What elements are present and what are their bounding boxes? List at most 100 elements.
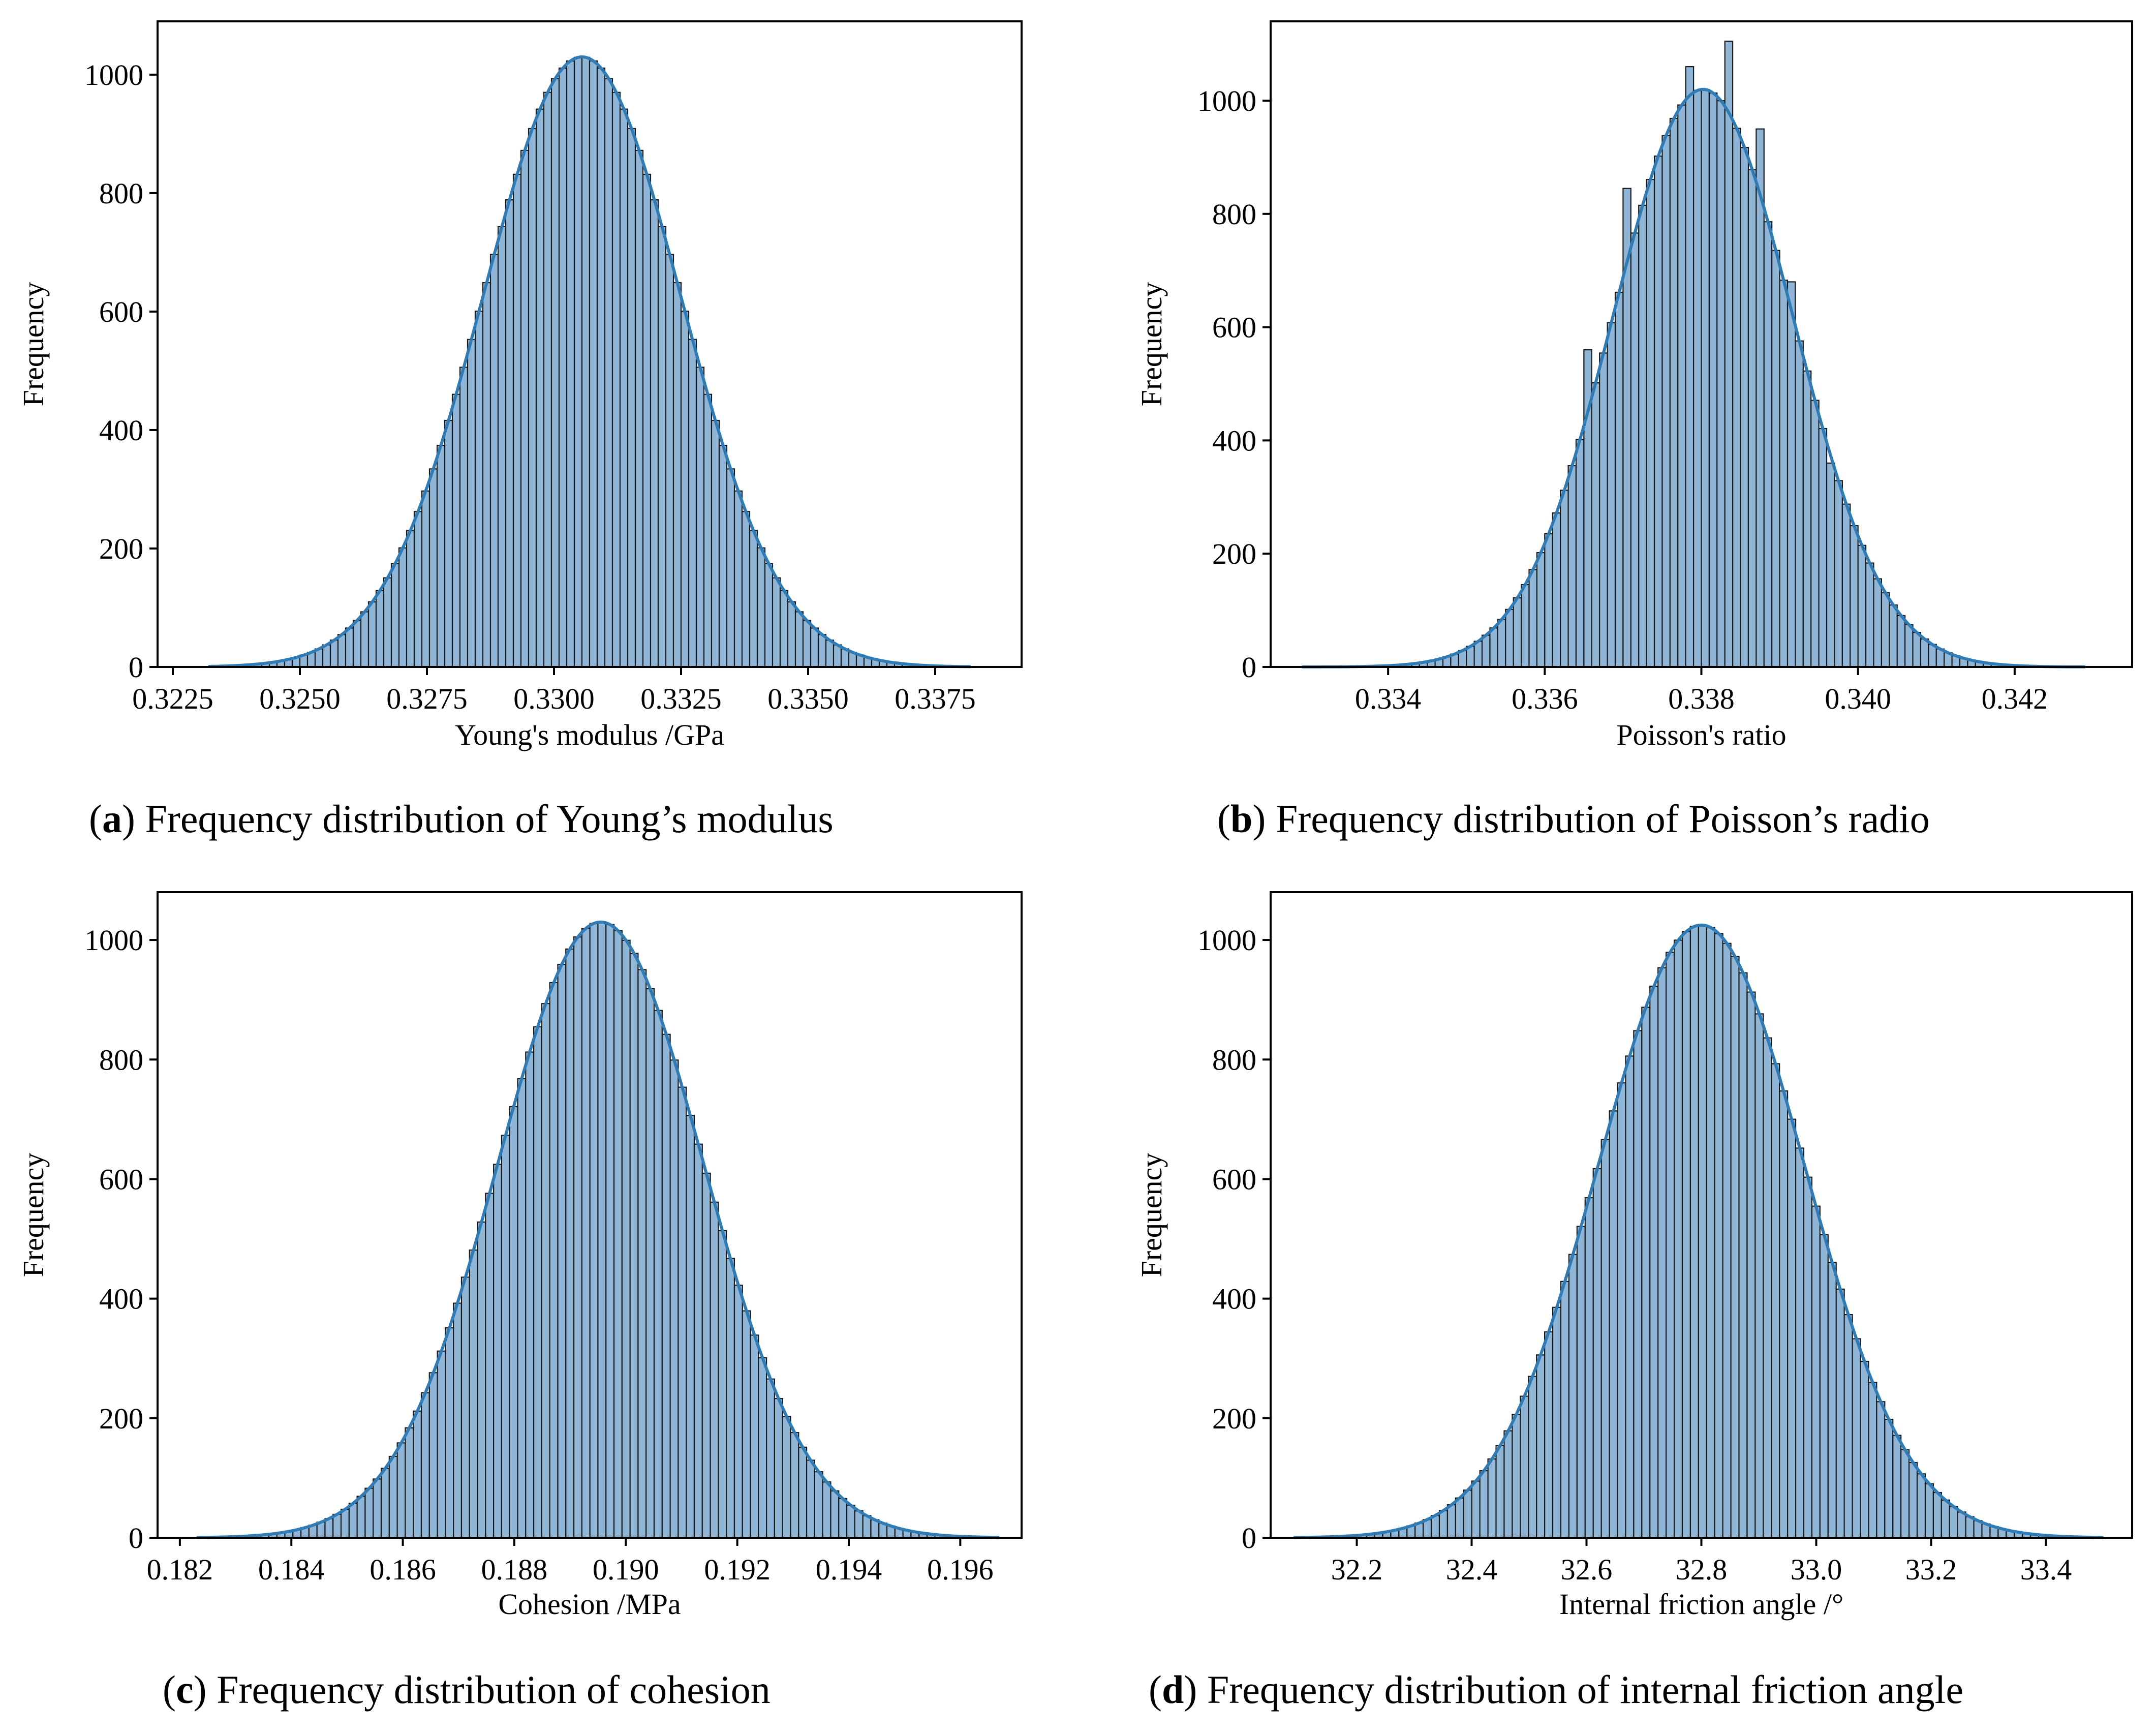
- x-tick-label: 0.3225: [132, 682, 213, 715]
- histogram-bar: [541, 1003, 550, 1539]
- histogram-bar: [798, 1446, 808, 1539]
- histogram-bar: [817, 634, 827, 668]
- histogram-bar: [1941, 1499, 1950, 1539]
- histogram-bar: [581, 56, 591, 668]
- histogram-bar: [1455, 1497, 1464, 1539]
- y-tick-label: 1000: [1197, 924, 1256, 957]
- histogram-bar: [485, 1193, 495, 1539]
- histogram-bar: [428, 468, 438, 668]
- panel-caption: (b) Frequency distribution of Poisson’s …: [1217, 797, 1930, 841]
- histogram-bar: [661, 1033, 671, 1539]
- histogram-bar: [1568, 1254, 1578, 1539]
- histogram-bar: [469, 1249, 478, 1539]
- histogram-bar: [1528, 1376, 1537, 1539]
- histogram-bar: [1630, 232, 1640, 668]
- y-tick-label: 200: [99, 1402, 143, 1435]
- histogram-bar: [1438, 1510, 1449, 1539]
- histogram-bar: [1965, 1516, 1975, 1539]
- histogram-bar: [1771, 1063, 1780, 1539]
- y-tick-label: 200: [1212, 537, 1256, 570]
- histogram-bar: [634, 149, 644, 668]
- histogram-bars: [1356, 40, 2055, 668]
- histogram-bar: [405, 1427, 414, 1539]
- histogram-bar: [1552, 1306, 1562, 1539]
- histogram-bar: [1771, 250, 1780, 668]
- histogram-bar: [520, 149, 530, 668]
- histogram-bar: [1802, 370, 1812, 668]
- histogram-bar: [1544, 1331, 1554, 1539]
- histogram-bar: [1625, 1055, 1635, 1539]
- histogram-bar: [1779, 1090, 1789, 1539]
- histogram-bar: [774, 1398, 783, 1539]
- histogram-bar: [703, 393, 713, 668]
- x-tick-label: 0.3375: [895, 682, 976, 715]
- histogram-bar: [1669, 117, 1679, 668]
- histogram-bar: [741, 511, 751, 668]
- histogram-bar: [474, 310, 484, 668]
- chart-panel-d: 0 200 400 600 800 1000 32.2 32.4 32.6 32.8 33.0 33.…: [1135, 891, 2133, 1712]
- histogram-bar: [1763, 1037, 1772, 1539]
- histogram-bar: [802, 620, 812, 668]
- histogram-bar: [825, 640, 835, 668]
- histogram-bar: [543, 92, 552, 668]
- histogram-bar: [1607, 322, 1616, 668]
- x-tick-label: 32.6: [1561, 1553, 1613, 1586]
- histogram-bar: [1666, 952, 1675, 1539]
- histogram-bar: [1638, 204, 1647, 668]
- histogram-bar: [1826, 462, 1835, 668]
- histogram-bar: [1722, 942, 1732, 1539]
- x-axis-label: Young's modulus /GPa: [455, 718, 724, 751]
- histogram-bar: [726, 468, 735, 668]
- histogram-bar: [364, 1487, 374, 1539]
- histogram-bar: [573, 56, 583, 668]
- histogram-bar: [1544, 533, 1553, 668]
- histogram-bar: [838, 1498, 848, 1539]
- histogram-bar: [749, 530, 758, 668]
- histogram-bar: [1536, 552, 1546, 668]
- histogram-bar: [1701, 88, 1710, 668]
- histogram-bar: [1852, 1338, 1861, 1539]
- histogram-bar: [1592, 1168, 1602, 1539]
- histogram-bar: [1692, 89, 1702, 668]
- x-tick-label: 0.182: [147, 1553, 213, 1586]
- x-tick-label: 0.188: [481, 1553, 548, 1586]
- y-tick-label: 200: [1212, 1402, 1256, 1435]
- histogram-bar: [772, 577, 781, 668]
- histogram-bar: [806, 1459, 815, 1539]
- histogram-bar: [1803, 1176, 1813, 1539]
- histogram-bar: [733, 490, 743, 668]
- histogram-bar: [1843, 1314, 1853, 1539]
- y-tick-label: 600: [1212, 311, 1256, 344]
- histogram-bar: [360, 611, 369, 668]
- x-tick-label: 0.334: [1355, 682, 1422, 715]
- histogram-bar: [1716, 100, 1726, 668]
- histogram-bar: [1479, 1470, 1489, 1539]
- histogram-bar: [390, 563, 400, 668]
- y-axis-label: Frequency: [17, 282, 50, 407]
- histogram-bar: [557, 963, 567, 1539]
- histogram-bar: [388, 1455, 398, 1539]
- histogram-bar: [348, 1503, 358, 1539]
- histogram-bar: [489, 254, 499, 668]
- histogram-bar: [1908, 1462, 1918, 1539]
- histogram-bar: [814, 1471, 823, 1539]
- histogram-bar: [1904, 624, 1914, 668]
- histogram-bar: [1685, 66, 1695, 668]
- histogram-bar: [822, 1481, 831, 1539]
- histogram-bar: [1708, 92, 1718, 668]
- histogram-bar: [550, 78, 560, 668]
- x-tick-label: 0.3250: [259, 682, 341, 715]
- histogram-bar: [629, 953, 639, 1539]
- x-tick-label: 0.3300: [513, 682, 595, 715]
- histogram-bar: [444, 419, 453, 668]
- y-tick-label: 800: [1212, 1043, 1256, 1076]
- histogram-bar: [505, 199, 514, 668]
- histogram-bar: [493, 1164, 503, 1539]
- histogram-bar: [790, 1432, 799, 1539]
- histogram-bar: [1787, 1118, 1797, 1539]
- histogram-bar: [322, 644, 331, 668]
- histogram-bar: [642, 173, 652, 668]
- histogram-bar: [1487, 1458, 1497, 1539]
- x-tick-label: 0.3275: [386, 682, 468, 715]
- histogram-bar: [1818, 428, 1828, 668]
